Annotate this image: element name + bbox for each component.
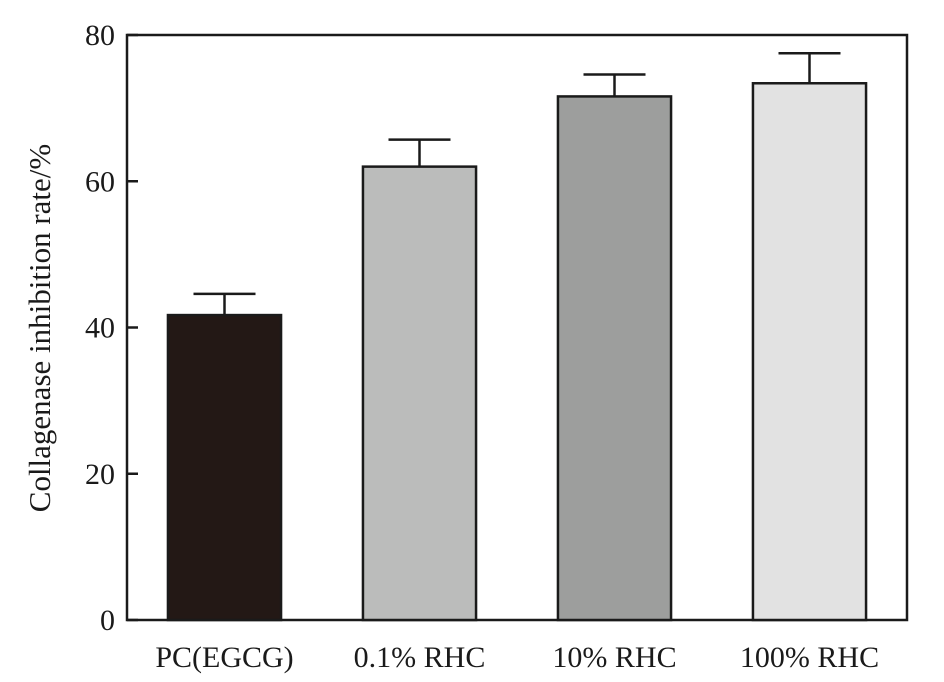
bar [751, 82, 868, 622]
x-category-label: 10% RHC [552, 641, 676, 674]
bar [556, 95, 673, 622]
y-tick-label: 40 [85, 312, 115, 345]
x-category-label: PC(EGCG) [155, 641, 293, 674]
x-category-label: 0.1% RHC [354, 641, 486, 674]
y-tick-label: 20 [85, 458, 115, 491]
y-tick-label: 60 [85, 165, 115, 198]
y-tick-label: 0 [100, 604, 115, 637]
y-tick-label: 80 [85, 19, 115, 52]
x-category-label: 100% RHC [740, 641, 879, 674]
plot-area: 0 20 40 60 80 PC(EGCG) 0.1% RHC 10% RHC 100% RHC [85, 19, 909, 674]
bar [361, 165, 478, 622]
bar [166, 313, 283, 622]
y-axis-title: Collagenase inhibition rate/% [22, 144, 57, 512]
